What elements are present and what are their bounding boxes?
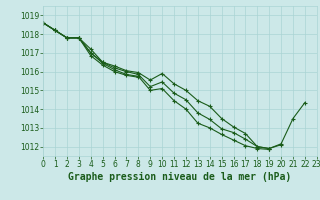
X-axis label: Graphe pression niveau de la mer (hPa): Graphe pression niveau de la mer (hPa) — [68, 172, 292, 182]
